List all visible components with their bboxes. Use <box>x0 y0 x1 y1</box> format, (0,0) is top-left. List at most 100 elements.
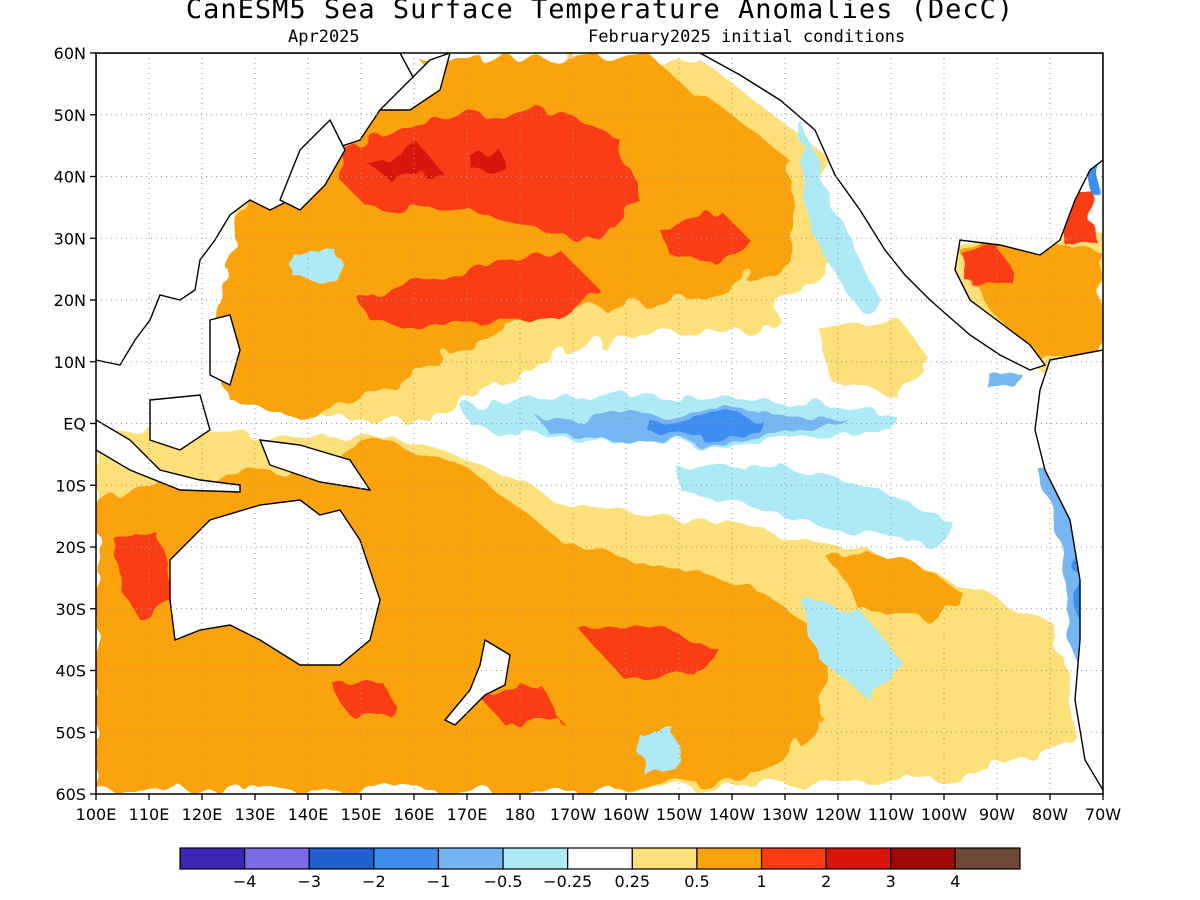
landmass-borneo <box>149 394 211 451</box>
lon-label: 140W <box>709 805 756 824</box>
landmass-kamchatka <box>378 53 451 111</box>
anomaly-region <box>650 415 760 436</box>
anomaly-region <box>660 210 750 260</box>
colorbar-swatch <box>825 847 892 870</box>
colorbar-label: 2 <box>821 872 831 891</box>
lon-label: 130E <box>235 805 276 824</box>
lat-label: 50N <box>54 106 86 125</box>
colorbar-swatch <box>373 847 440 870</box>
landmass-asia <box>96 53 421 366</box>
anomaly-region <box>115 535 170 620</box>
landmass-australia <box>169 499 381 666</box>
lat-label: 40N <box>54 168 86 187</box>
colorbar <box>179 847 1021 870</box>
lon-label: 110W <box>868 805 915 824</box>
colorbar-labels: −4 −3 −2 −1 −0.5 −0.25 0.25 0.5 1 2 3 4 <box>233 872 961 891</box>
map-title: CanESM5 Sea Surface Temperature Anomalie… <box>185 0 1015 25</box>
lon-label: 140E <box>288 805 329 824</box>
landmass-new-zealand <box>443 638 511 726</box>
graticule <box>96 53 1103 794</box>
anomaly-region <box>470 150 505 172</box>
colorbar-label: 0.5 <box>684 872 709 891</box>
colorbar-swatch <box>244 847 310 870</box>
colorbar-swatch <box>954 847 1021 870</box>
lon-label: 100W <box>921 805 968 824</box>
anomaly-region <box>680 465 950 545</box>
lon-label: 100E <box>76 805 117 824</box>
colorbar-swatch <box>696 847 763 870</box>
colorbar-swatch <box>437 847 504 870</box>
colorbar-swatch <box>179 847 246 870</box>
lat-label: 10S <box>55 476 86 495</box>
colorbar-label: −3 <box>297 872 321 891</box>
colorbar-swatch <box>890 847 956 870</box>
lat-label: 50S <box>55 723 86 742</box>
anomaly-region <box>800 600 900 700</box>
colorbar-swatch <box>308 847 375 870</box>
colorbar-swatch <box>631 847 698 870</box>
landmass-japan <box>279 118 346 211</box>
lat-label: 60N <box>54 44 86 63</box>
colorbar-label: 0.25 <box>614 872 650 891</box>
lat-label: 30S <box>55 600 86 619</box>
landmass-philippines <box>209 314 241 387</box>
lon-label: 110E <box>129 805 170 824</box>
lon-label: 180 <box>505 805 536 824</box>
lat-label: 40S <box>55 662 86 681</box>
lon-label: 160W <box>603 805 650 824</box>
anomaly-region <box>420 55 700 110</box>
colorbar-label: −1 <box>427 872 451 891</box>
colorbar-label: 3 <box>886 872 896 891</box>
lat-label: 30N <box>54 229 86 248</box>
anomaly-region <box>830 555 960 620</box>
anomaly-region <box>290 250 340 280</box>
landmass-new-guinea <box>258 439 372 491</box>
longitude-axis: 100E 110E 120E 130E 140E 150E 160E 170E 180 170W 1… <box>76 794 1121 824</box>
lat-label: EQ <box>63 415 86 434</box>
lon-label: 160E <box>394 805 435 824</box>
colorbar-label: 1 <box>756 872 766 891</box>
lon-label: 90W <box>979 805 1015 824</box>
anomaly-region <box>820 320 930 400</box>
anomaly-region <box>365 145 440 180</box>
colorbar-label: −4 <box>233 872 257 891</box>
anomaly-region <box>1088 165 1100 192</box>
landmass-south-america <box>1034 349 1103 792</box>
landmass-north-america <box>699 53 1103 371</box>
anomaly-region <box>960 245 1010 285</box>
lat-label: 20N <box>54 291 86 310</box>
lon-label: 80W <box>1032 805 1068 824</box>
latitude-axis: 60N 50N 40N 30N 20N 10N EQ 10S 20S 30S 40S 50S 60S <box>54 44 96 804</box>
anomaly-region <box>475 685 560 720</box>
colorbar-label: −0.25 <box>543 872 592 891</box>
anomaly-region <box>360 250 600 325</box>
anomaly-region <box>800 120 880 310</box>
lat-label: 20S <box>55 538 86 557</box>
colorbar-swatch <box>502 847 569 870</box>
lon-label: 130W <box>762 805 809 824</box>
lat-label: 10N <box>54 353 86 372</box>
colorbar-swatch <box>567 847 633 870</box>
forecast-month-label: Apr2025 <box>288 27 360 47</box>
lon-label: 120W <box>815 805 862 824</box>
lon-label: 150E <box>341 805 382 824</box>
colorbar-label: 4 <box>950 872 960 891</box>
anomaly-region <box>580 625 720 680</box>
anomaly-region <box>330 680 400 715</box>
coastlines <box>96 53 1103 792</box>
lon-label: 150W <box>656 805 703 824</box>
landmass-sumatra-java <box>96 419 241 493</box>
colorbar-label: −2 <box>362 872 386 891</box>
anomaly-region <box>990 372 1020 392</box>
initial-conditions-label: February2025 initial conditions <box>588 27 906 47</box>
colorbar-swatch <box>760 847 827 870</box>
lon-label: 170W <box>550 805 597 824</box>
lon-label: 120E <box>182 805 223 824</box>
anomaly-region <box>340 110 640 240</box>
lon-label: 70W <box>1085 805 1121 824</box>
lon-label: 170E <box>447 805 488 824</box>
anomaly-region <box>640 735 680 770</box>
lat-label: 60S <box>55 785 86 804</box>
colorbar-label: −0.5 <box>484 872 523 891</box>
